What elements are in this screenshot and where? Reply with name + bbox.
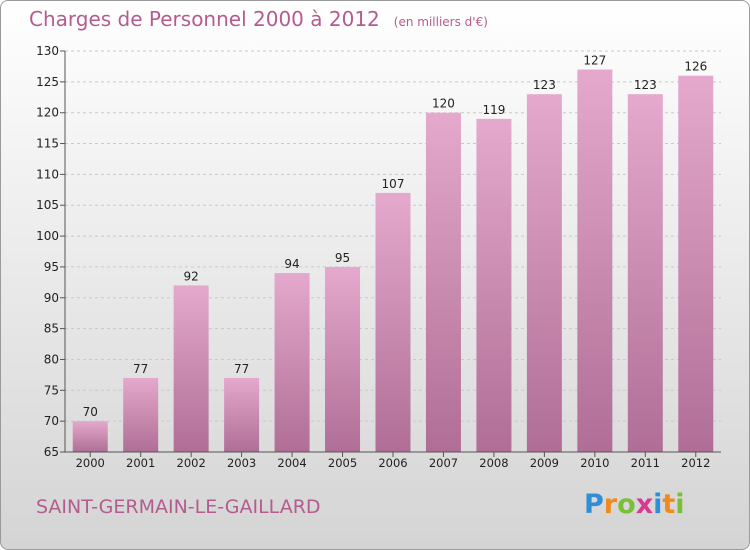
y-tick-label: 110 (36, 167, 59, 181)
bar (476, 118, 512, 452)
logo-letter: i (653, 489, 663, 520)
x-tick-label: 2011 (631, 456, 660, 470)
logo-letter: x (635, 489, 654, 520)
y-tick-label: 115 (36, 137, 59, 151)
chart-subtitle: (en milliers d'€) (393, 15, 488, 29)
x-tick-label: 2004 (277, 456, 306, 470)
y-tick-label: 120 (36, 106, 59, 120)
x-tick-label: 2005 (328, 456, 357, 470)
data-label: 94 (284, 257, 299, 271)
city-name: SAINT-GERMAIN-LE-GAILLARD (36, 496, 321, 518)
data-label: 123 (533, 78, 556, 92)
data-label: 123 (634, 78, 657, 92)
bar (173, 285, 209, 452)
bar (678, 75, 714, 452)
bar (224, 377, 260, 452)
data-label: 120 (432, 97, 455, 111)
axes: 65 70 75 80 85 90 95 100 105 110 115 120 125 130 2000 2… (36, 44, 721, 470)
y-tick-label: 70 (44, 414, 59, 428)
y-tick-label: 85 (44, 322, 59, 336)
x-tick-label: 2000 (76, 456, 105, 470)
y-tick-label: 65 (44, 445, 59, 459)
bar (274, 273, 310, 452)
bar (526, 94, 562, 452)
logo-letter: P (584, 489, 604, 520)
data-label: 77 (133, 362, 148, 376)
y-tick-label: 130 (36, 44, 59, 58)
data-label: 126 (684, 60, 707, 74)
logo-letter: o (617, 489, 636, 520)
logo-letter: r (603, 489, 618, 520)
y-tick-label: 105 (36, 198, 59, 212)
x-tick-label: 2006 (378, 456, 407, 470)
y-tick-label: 80 (44, 352, 59, 366)
proxiti-logo: Proxiti (584, 489, 685, 520)
x-tick-label: 2009 (530, 456, 559, 470)
bar (375, 192, 411, 452)
data-label: 127 (583, 54, 606, 68)
y-tick-label: 125 (36, 75, 59, 89)
x-tick-label: 2001 (126, 456, 155, 470)
bar (627, 94, 663, 452)
x-tick-label: 2008 (479, 456, 508, 470)
bar (577, 69, 613, 452)
y-tick-label: 75 (44, 383, 59, 397)
y-tick-label: 90 (44, 291, 59, 305)
chart-title-text: Charges de Personnel 2000 à 2012 (29, 7, 380, 31)
data-label: 119 (482, 103, 505, 117)
logo-letter: i (675, 489, 685, 520)
data-label: 92 (184, 269, 199, 283)
chart-title: Charges de Personnel 2000 à 2012 (en mill… (29, 7, 488, 31)
y-tick-label: 100 (36, 229, 59, 243)
logo-letter: t (662, 489, 676, 520)
data-label: 107 (382, 177, 405, 191)
y-tick-label: 95 (44, 260, 59, 274)
x-tick-label: 2002 (177, 456, 206, 470)
x-tick-label: 2003 (227, 456, 256, 470)
bar (325, 266, 361, 452)
x-tick-label: 2012 (681, 456, 710, 470)
data-label: 95 (335, 251, 350, 265)
bar (425, 112, 461, 452)
data-label: 77 (234, 362, 249, 376)
bars: 70 77 92 77 94 95 107 120 119 123 127 123 126 (72, 54, 714, 452)
data-label: 70 (83, 405, 98, 419)
x-tick-label: 2007 (429, 456, 458, 470)
bar (72, 421, 108, 452)
bar (123, 377, 159, 452)
bar-chart: 70 77 92 77 94 95 107 120 119 123 127 123 126 65 70 75… (36, 44, 721, 470)
x-tick-label: 2010 (580, 456, 609, 470)
